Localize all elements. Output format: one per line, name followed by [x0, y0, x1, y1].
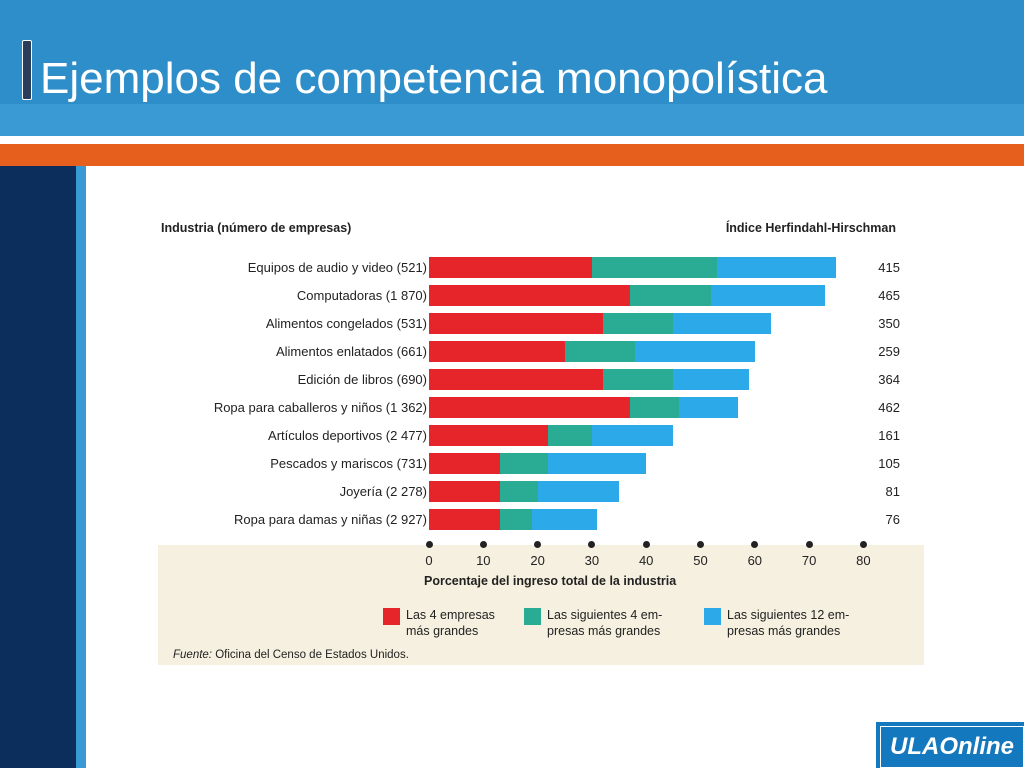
- bar-segment-series-2: [499, 453, 549, 474]
- bar-segment-series-1: [429, 481, 500, 502]
- bar-segment-series-2: [602, 313, 674, 334]
- left-navy-panel: [0, 166, 76, 768]
- logo-text: ULAOnline: [880, 726, 1024, 768]
- axis-tick-dot: [588, 541, 596, 548]
- legend-label: Las siguientes 12 em-presas más grandes: [727, 608, 850, 638]
- bar-segment-series-3: [548, 453, 647, 474]
- source-text: Oficina del Censo de Estados Unidos.: [215, 649, 409, 661]
- bar-segment-series-3: [673, 313, 772, 334]
- orange-divider: [0, 144, 1024, 166]
- bar-segment-series-2: [591, 257, 717, 278]
- left-column-header: Industria (número de empresas): [161, 221, 352, 235]
- source-label: Fuente:: [173, 649, 212, 661]
- bar-segment-series-3: [678, 397, 739, 418]
- header-band: [0, 104, 1024, 136]
- category-label: Computadoras (1 870): [296, 288, 427, 303]
- bar-segment-series-2: [499, 509, 533, 530]
- bar-segment-series-3: [537, 481, 620, 502]
- source-note: Fuente: Oficina del Censo de Estados Uni…: [173, 649, 409, 661]
- x-tick-label: 60: [747, 553, 763, 568]
- bar-segment-series-3: [532, 509, 598, 530]
- x-tick-label: 20: [530, 553, 545, 568]
- ula-online-logo: ULAOnline: [876, 722, 1024, 768]
- bar-segment-series-3: [635, 341, 755, 362]
- bar-segment-series-3: [673, 369, 750, 390]
- bar-segment-series-3: [711, 285, 826, 306]
- bar-segment-series-1: [429, 313, 603, 334]
- bar-segment-series-1: [429, 285, 630, 306]
- legend-swatch: [524, 608, 541, 625]
- hhi-value: 415: [878, 260, 900, 275]
- category-label: Edición de libros (690): [297, 372, 427, 387]
- legend-swatch: [704, 608, 721, 625]
- hhi-value: 81: [885, 484, 900, 499]
- x-tick-label: 10: [476, 553, 491, 568]
- bar-segment-series-2: [564, 341, 636, 362]
- category-label: Pescados y mariscos (731): [270, 456, 427, 471]
- hhi-value: 364: [878, 372, 900, 387]
- hhi-value: 259: [878, 344, 900, 359]
- category-label: Joyería (2 278): [339, 484, 427, 499]
- category-label: Artículos deportivos (2 477): [268, 428, 427, 443]
- axis-tick-dot: [805, 541, 813, 548]
- bar-segment-series-2: [548, 425, 592, 446]
- left-blue-stripe: [76, 166, 86, 768]
- bar-segment-series-1: [429, 509, 500, 530]
- legend-label: Las siguientes 4 em-presas más grandes: [547, 608, 663, 638]
- bar-segment-series-1: [429, 257, 592, 278]
- hhi-value: 350: [878, 316, 900, 331]
- axis-tick-dot: [479, 541, 487, 548]
- x-tick-label: 30: [584, 553, 600, 568]
- bar-segment-series-2: [629, 285, 712, 306]
- hhi-value: 76: [885, 512, 900, 527]
- title-accent-bar: [22, 40, 32, 100]
- bar-segment-series-1: [429, 425, 549, 446]
- bar-segment-series-2: [499, 481, 538, 502]
- chart-panel: Industria (número de empresas) Índice He…: [158, 205, 924, 665]
- x-tick-label: 50: [693, 553, 708, 568]
- axis-tick-dot: [534, 541, 542, 548]
- x-tick-label: 70: [801, 553, 817, 568]
- x-tick-label: 0: [425, 553, 433, 568]
- x-tick-label: 80: [856, 553, 871, 568]
- axis-tick-dot: [642, 541, 650, 548]
- legend-label: Las 4 empresas más grandes: [406, 608, 495, 638]
- axis-tick-dot: [425, 541, 433, 548]
- category-label: Ropa para caballeros y niños (1 362): [213, 400, 427, 415]
- category-label: Ropa para damas y niñas (2 927): [234, 512, 427, 527]
- bar-segment-series-3: [716, 257, 837, 278]
- legend-swatch: [383, 608, 400, 625]
- bar-segment-series-1: [429, 397, 630, 418]
- category-label: Alimentos enlatados (661): [275, 344, 427, 359]
- hhi-value: 465: [878, 288, 900, 303]
- bar-segment-series-1: [429, 341, 565, 362]
- bar-segment-series-1: [429, 369, 603, 390]
- axis-tick-dot: [751, 541, 759, 548]
- bar-segment-series-1: [429, 453, 500, 474]
- bar-segment-series-2: [629, 397, 679, 418]
- x-tick-label: 40: [638, 553, 654, 568]
- category-label: Equipos de audio y video (521): [247, 260, 427, 275]
- hhi-value: 462: [878, 400, 900, 415]
- slide-title: Ejemplos de competencia monopolística: [40, 54, 828, 103]
- x-axis-label: Porcentaje del ingreso total de la indus…: [424, 574, 677, 588]
- axis-tick-dot: [859, 541, 867, 548]
- hhi-value: 105: [878, 456, 900, 471]
- axis-tick-dot: [697, 541, 704, 548]
- bar-segment-series-3: [591, 425, 674, 446]
- slide-header: [0, 0, 1024, 136]
- bar-segment-series-2: [602, 369, 674, 390]
- hhi-value: 161: [878, 428, 900, 443]
- category-label: Alimentos congelados (531): [265, 316, 427, 331]
- right-column-header: Índice Herfindahl-Hirschman: [725, 221, 896, 235]
